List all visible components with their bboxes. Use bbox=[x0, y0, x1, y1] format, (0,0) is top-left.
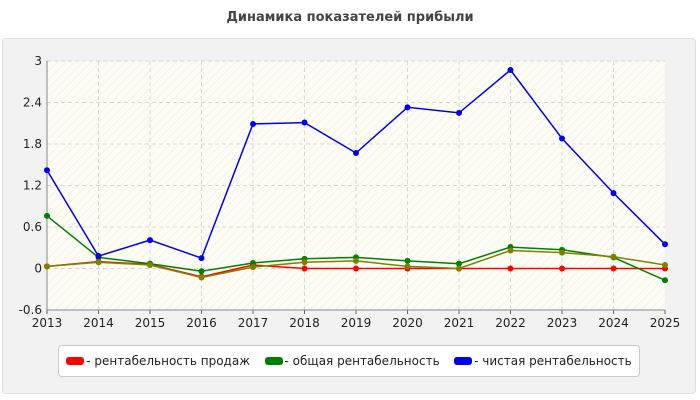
series-point-3 bbox=[301, 259, 308, 266]
legend-label-sales: - рентабельность продаж bbox=[86, 354, 251, 368]
y-tick-label: 2.4 bbox=[23, 96, 42, 110]
legend-swatch-total bbox=[264, 357, 283, 365]
x-tick-label: 2013 bbox=[32, 316, 63, 330]
series-point-3 bbox=[662, 262, 668, 269]
legend-item-net[interactable]: - чистая рентабельность bbox=[454, 354, 632, 368]
x-tick-label: 2022 bbox=[495, 316, 526, 330]
legend: - рентабельность продаж - общая рентабел… bbox=[58, 345, 640, 377]
series-point-2 bbox=[95, 253, 102, 260]
legend-label-total: - общая рентабельность bbox=[284, 354, 440, 368]
legend-swatch-net bbox=[454, 357, 473, 365]
series-point-0 bbox=[610, 265, 617, 272]
series-point-3 bbox=[456, 265, 462, 272]
series-point-3 bbox=[353, 257, 359, 264]
y-tick-label: -0.6 bbox=[19, 303, 42, 317]
x-tick-label: 2017 bbox=[238, 316, 269, 330]
x-tick-label: 2024 bbox=[598, 316, 629, 330]
axis-layer: -0.6 0 0.6 1.2 1.8 2.4 3 2013 2014 2015 2016 2017 20… bbox=[19, 54, 681, 330]
series-point-2 bbox=[456, 109, 462, 116]
series-point-3 bbox=[198, 274, 205, 281]
series-point-3 bbox=[147, 262, 153, 269]
series-point-3 bbox=[44, 263, 50, 270]
legend-item-sales[interactable]: - рентабельность продаж bbox=[66, 354, 250, 368]
series-point-3 bbox=[95, 259, 102, 266]
series-point-3 bbox=[250, 264, 256, 271]
x-tick-label: 2025 bbox=[650, 316, 681, 330]
series-point-2 bbox=[301, 119, 308, 126]
legend-swatch-sales bbox=[66, 357, 85, 365]
series-point-3 bbox=[559, 249, 565, 256]
series-point-0 bbox=[353, 265, 359, 272]
chart-title: Динамика показателей прибыли bbox=[226, 10, 474, 25]
series-point-1 bbox=[250, 259, 256, 266]
x-tick-label: 2019 bbox=[341, 316, 372, 330]
series-point-3 bbox=[404, 263, 411, 270]
series-point-1 bbox=[198, 268, 205, 275]
x-tick-label: 2015 bbox=[135, 316, 166, 330]
series-point-2 bbox=[198, 255, 205, 262]
series-point-2 bbox=[507, 66, 514, 73]
series-point-2 bbox=[44, 167, 50, 174]
series-point-0 bbox=[559, 265, 565, 272]
y-tick-label: 0 bbox=[34, 262, 42, 276]
x-tick-label: 2021 bbox=[444, 316, 475, 330]
series-point-1 bbox=[404, 257, 411, 264]
series-point-2 bbox=[610, 190, 617, 197]
series-point-3 bbox=[610, 253, 617, 260]
x-tick-label: 2023 bbox=[547, 316, 578, 330]
series-point-2 bbox=[147, 237, 153, 244]
series-layer bbox=[44, 66, 668, 284]
series-point-2 bbox=[404, 104, 411, 111]
x-tick-label: 2018 bbox=[289, 316, 320, 330]
y-tick-label: 1.8 bbox=[23, 137, 42, 151]
x-tick-label: 2016 bbox=[186, 316, 217, 330]
x-tick-label: 2020 bbox=[392, 316, 423, 330]
series-point-2 bbox=[559, 135, 565, 142]
series-point-1 bbox=[456, 260, 462, 267]
series-point-2 bbox=[250, 120, 256, 127]
y-tick-label: 1.2 bbox=[23, 179, 42, 193]
series-point-2 bbox=[353, 149, 359, 156]
legend-item-total[interactable]: - общая рентабельность bbox=[264, 354, 440, 368]
series-point-0 bbox=[301, 265, 308, 272]
x-tick-label: 2014 bbox=[83, 316, 114, 330]
series-point-0 bbox=[507, 265, 514, 272]
legend-label-net: - чистая рентабельность bbox=[474, 354, 632, 368]
series-point-2 bbox=[662, 241, 668, 248]
y-tick-label: 3 bbox=[34, 54, 42, 68]
y-tick-label: 0.6 bbox=[23, 220, 42, 234]
series-point-3 bbox=[507, 247, 514, 254]
series-point-1 bbox=[662, 277, 668, 284]
series-point-1 bbox=[44, 212, 50, 219]
